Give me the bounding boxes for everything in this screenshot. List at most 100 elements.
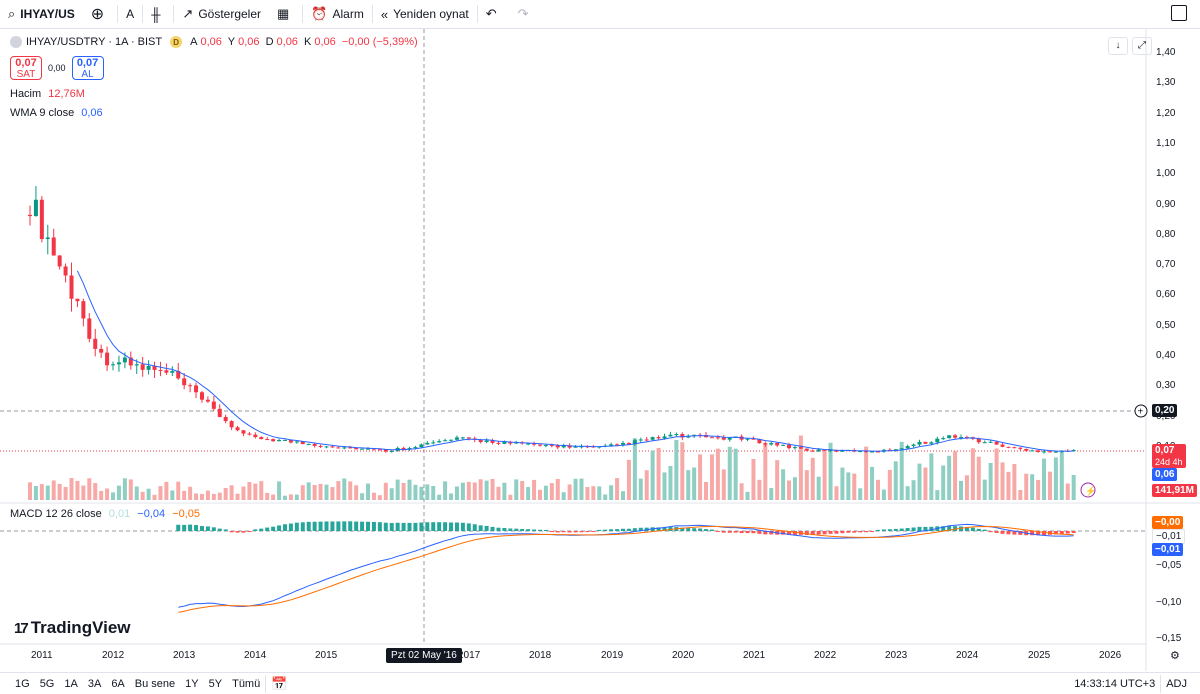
candle-body (674, 434, 679, 436)
volume-bar (721, 469, 726, 500)
candle-body (490, 440, 495, 443)
replay-button[interactable]: « Yeniden oynat (373, 0, 477, 28)
volume-bar (425, 484, 430, 500)
volume-bar (864, 446, 869, 500)
chart-type-button[interactable]: ╫ (143, 0, 173, 28)
volume-bar (573, 478, 578, 500)
macd-hist-bar (804, 531, 809, 536)
add-symbol-button[interactable]: ⊕ (83, 0, 117, 28)
range-1g[interactable]: 1G (15, 677, 30, 690)
lightning-glyph: ⚡ (1085, 485, 1096, 497)
macd-hist-bar (573, 531, 578, 533)
price-axis-label: 0,60 (1156, 289, 1176, 301)
macd-hist-bar (383, 522, 388, 531)
range-5g[interactable]: 5G (39, 677, 55, 690)
candle-body (715, 437, 720, 439)
candle-body (976, 438, 981, 443)
ohlc-close-label: K (304, 36, 312, 48)
macd-hist-bar (466, 523, 471, 531)
volume-bar (828, 442, 833, 500)
candle-body (1042, 451, 1047, 453)
price-chart[interactable]: ⚡ + (0, 29, 1200, 671)
macd-hist-bar (1036, 531, 1041, 536)
volume-price-tag: 141,91M (1152, 484, 1197, 497)
volume-bar (413, 484, 418, 500)
arrow-down-icon[interactable]: ↓ (1108, 37, 1128, 55)
symbol-search[interactable]: ⌕ IHYAY/US (0, 0, 83, 28)
candle-body (787, 444, 792, 449)
macd-hist-bar (496, 527, 501, 531)
wma-line (76, 270, 1074, 452)
macd-hist-bar (318, 521, 323, 531)
tradingview-logo[interactable]: 17 TradingView (14, 618, 131, 638)
range-ytd[interactable]: Bu sene (134, 677, 176, 690)
candle-body (875, 451, 880, 453)
macd-hist-bar (229, 531, 234, 533)
redo-button[interactable]: ↷ (510, 0, 542, 28)
calendar-icon[interactable]: 📅 (271, 675, 288, 691)
candle-body (668, 434, 673, 437)
macd-hist-bar (840, 531, 845, 534)
macd-hist-bar (259, 528, 264, 531)
volume-bar (970, 448, 975, 500)
candle-body (532, 443, 537, 445)
volume-bar (502, 482, 507, 500)
macd-hist-bar (709, 529, 714, 531)
candle-body (781, 444, 786, 446)
interval-button[interactable]: A (118, 0, 142, 28)
alarm-button[interactable]: ⏰ Alarm (303, 0, 372, 28)
price-axis-label: 1,30 (1156, 77, 1176, 89)
buy-button[interactable]: 0,07 AL (71, 56, 104, 80)
macd-label: MACD 12 26 close (10, 508, 102, 520)
price-axis-label: 0,50 (1156, 319, 1176, 331)
settings-gear-icon[interactable]: ⚙ (1170, 650, 1180, 662)
candle-body (33, 199, 38, 217)
candle-body (822, 449, 827, 451)
macd-hist-bar (288, 523, 293, 531)
fullscreen-icon[interactable] (1171, 5, 1187, 21)
macd-hist-bar (514, 528, 519, 531)
range-3a[interactable]: 3A (87, 677, 102, 690)
replay-label: Yeniden oynat (393, 7, 469, 21)
volume-bar (579, 478, 584, 500)
interval-label: A (126, 7, 135, 21)
add-alert-icon[interactable] (1134, 404, 1148, 418)
range-all[interactable]: Tümü (232, 677, 261, 690)
candle-body (953, 435, 958, 438)
candle-body (721, 437, 726, 440)
price-axis-label: 0,90 (1156, 198, 1176, 210)
adj-toggle[interactable]: ADJ (1166, 677, 1187, 690)
volume-bar (994, 448, 999, 500)
candle-body (644, 439, 649, 441)
range-6a[interactable]: 6A (111, 677, 125, 690)
macd-hist-bar (603, 529, 608, 531)
time-axis-label: 2015 (315, 650, 338, 661)
range-5y[interactable]: 5Y (208, 677, 223, 690)
candle-body (318, 445, 323, 447)
delayed-badge[interactable]: D (170, 36, 183, 48)
legend-title[interactable]: IHYAY/USDTRY · 1A · BIST (26, 36, 163, 48)
lightning-icon[interactable] (1080, 482, 1096, 498)
maximize-icon[interactable]: ⤢ (1132, 37, 1152, 55)
wma-legend[interactable]: WMA 9 close 0,06 (10, 107, 103, 119)
range-1a[interactable]: 1A (64, 677, 78, 690)
macd-hist-bar (787, 531, 792, 535)
candle-body (306, 443, 311, 445)
macd-hist-bar (484, 525, 489, 531)
sell-button[interactable]: 0,07 SAT (10, 56, 42, 80)
macd-legend[interactable]: MACD 12 26 close 0,01 −0,04 −0,05 (10, 508, 200, 520)
candle-body (259, 437, 264, 440)
candle-body (816, 449, 821, 452)
volume-bar (140, 491, 145, 500)
undo-button[interactable]: ↶ (478, 0, 510, 28)
clock-time[interactable]: 14:33:14 UTC+3 (1074, 677, 1156, 690)
volume-legend[interactable]: Hacim 12,76M (10, 88, 85, 100)
range-1y[interactable]: 1Y (185, 677, 199, 690)
macd-hist-bar (822, 531, 827, 535)
layouts-button[interactable]: ▦ (269, 0, 302, 28)
volume-bar (87, 478, 92, 500)
candle-body (425, 442, 430, 445)
indicators-button[interactable]: ↗ Göstergeler (174, 0, 269, 28)
plus-glyph: + (1138, 407, 1144, 418)
macd-hist-bar (223, 529, 228, 531)
